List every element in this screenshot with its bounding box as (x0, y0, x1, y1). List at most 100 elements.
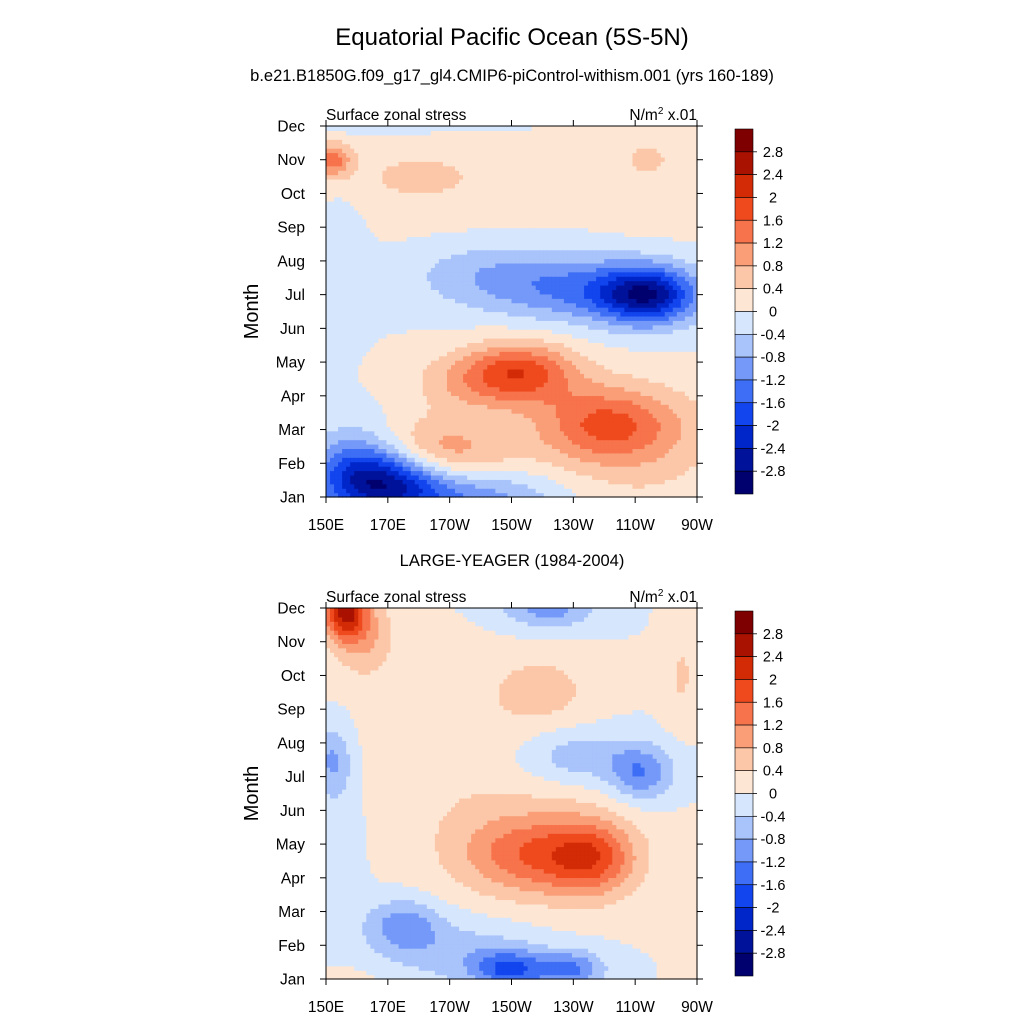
contour-cell (350, 285, 355, 291)
contour-cell (442, 170, 448, 176)
contour-cell (334, 293, 339, 299)
contour-cell (459, 307, 464, 313)
contour-cell (543, 170, 549, 176)
contour-cell (455, 452, 460, 458)
contour-cell (326, 249, 331, 255)
contour-cell (446, 262, 452, 268)
contour-cell (378, 174, 384, 180)
contour-cell (511, 218, 517, 224)
contour-cell (467, 236, 472, 242)
contour-cell (547, 205, 553, 211)
contour-cell (370, 338, 375, 344)
contour-cell (451, 413, 456, 419)
contour-cell (438, 307, 444, 313)
contour-cell (475, 404, 480, 410)
contour-cell (487, 399, 492, 405)
contour-cell (334, 134, 339, 140)
contour-cell (479, 307, 484, 313)
contour-cell (402, 364, 408, 370)
contour-cell (402, 276, 408, 282)
contour-cell (442, 139, 448, 145)
contour-cell (471, 285, 476, 291)
contour-cell (378, 488, 384, 494)
contour-cell (434, 373, 440, 379)
contour-cell (442, 152, 448, 158)
contour-cell (442, 214, 448, 220)
contour-cell (479, 457, 484, 463)
contour-cell (422, 439, 428, 445)
contour-cell (442, 395, 448, 401)
contour-cell (455, 488, 460, 494)
contour-cell (459, 285, 464, 291)
contour-cell (430, 360, 436, 366)
contour-cell (515, 170, 521, 176)
contour-cell (370, 320, 375, 326)
contour-cell (442, 285, 448, 291)
contour-cell (362, 174, 367, 180)
contour-cell (555, 320, 561, 326)
contour-cell (406, 170, 412, 176)
contour-cell (414, 351, 420, 357)
contour-cell (350, 236, 355, 242)
contour-cell (543, 492, 549, 498)
contour-cell (531, 444, 537, 450)
contour-cell (402, 311, 408, 317)
contour-cell (342, 355, 347, 361)
contour-cell (438, 479, 444, 485)
contour-cell (350, 324, 355, 330)
contour-cell (438, 240, 444, 246)
contour-cell (422, 161, 428, 167)
contour-cell (475, 364, 480, 370)
contour-cell (358, 302, 363, 308)
contour-cell (426, 324, 432, 330)
contour-cell (451, 254, 456, 260)
contour-cell (507, 130, 513, 136)
contour-cell (378, 417, 384, 423)
contour-cell (406, 364, 412, 370)
contour-cell (378, 364, 384, 370)
contour-cell (491, 448, 496, 454)
contour-cell (547, 179, 553, 185)
contour-cell (430, 315, 436, 321)
contour-cell (410, 386, 416, 392)
contour-cell (326, 461, 331, 467)
contour-cell (519, 214, 525, 220)
contour-cell (491, 126, 496, 132)
contour-cell (398, 386, 404, 392)
contour-cell (519, 174, 525, 180)
contour-cell (358, 152, 363, 158)
contour-cell (422, 435, 428, 441)
contour-cell (374, 174, 380, 180)
contour-cell (370, 276, 375, 282)
contour-cell (366, 170, 371, 176)
contour-cell (459, 395, 464, 401)
contour-cell (410, 201, 416, 207)
contour-cell (475, 355, 480, 361)
contour-cell (430, 483, 436, 489)
contour-cell (346, 161, 351, 167)
contour-cell (386, 134, 392, 140)
contour-cell (563, 329, 569, 335)
contour-cell (467, 152, 472, 158)
contour-cell (451, 218, 456, 224)
contour-cell (326, 435, 331, 441)
contour-cell (555, 324, 561, 330)
contour-cell (507, 479, 513, 485)
contour-cell (406, 258, 412, 264)
contour-cell (442, 342, 448, 348)
contour-cell (455, 267, 460, 273)
contour-cell (507, 232, 513, 238)
contour-cell (515, 395, 521, 401)
contour-cell (402, 201, 408, 207)
contour-cell (370, 444, 375, 450)
contour-cell (326, 214, 331, 220)
contour-cell (418, 351, 424, 357)
contour-cell (390, 338, 396, 344)
contour-cell (475, 346, 480, 352)
contour-cell (515, 267, 521, 273)
contour-cell (479, 324, 484, 330)
contour-cell (523, 320, 529, 326)
contour-cell (326, 245, 331, 251)
contour-cell (370, 187, 375, 193)
contour-cell (378, 183, 384, 189)
